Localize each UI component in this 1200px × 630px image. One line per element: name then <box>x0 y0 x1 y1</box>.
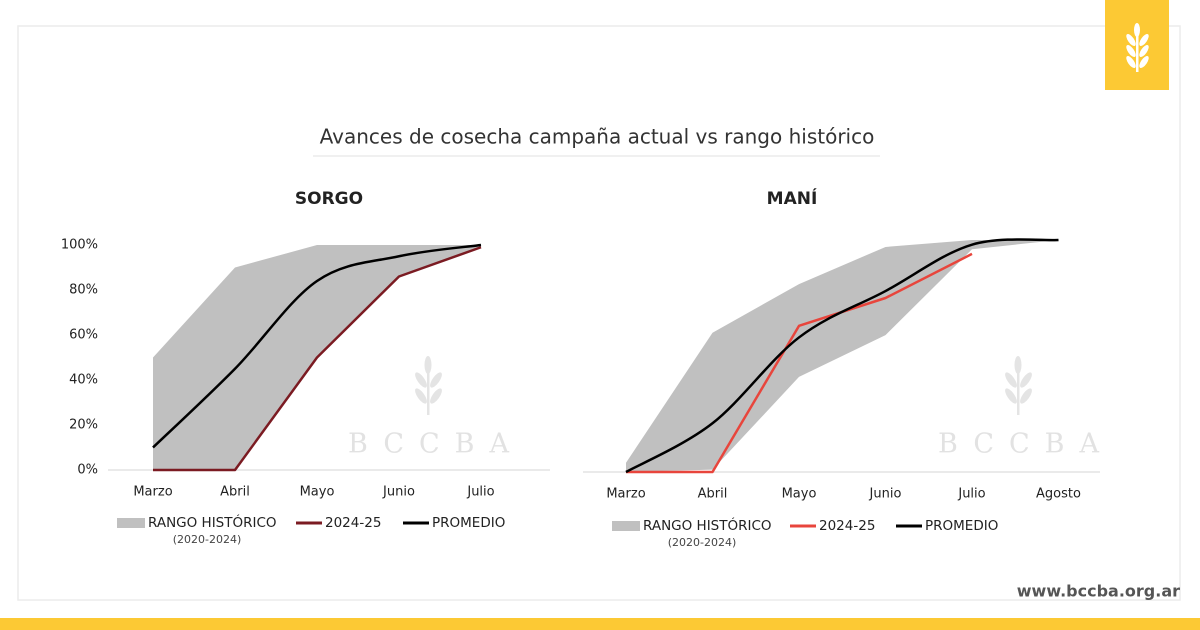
watermark-text: BCCBA <box>348 429 524 460</box>
x-tick-label: Junio <box>382 485 415 500</box>
x-tick-label: Abril <box>698 487 728 502</box>
x-tick-label: Junio <box>869 487 902 502</box>
legend-label: PROMEDIO <box>925 518 998 534</box>
watermark-text: BCCBA <box>938 429 1114 460</box>
x-tick-label: Mayo <box>782 487 817 502</box>
y-tick-label: 40% <box>69 373 98 388</box>
chart-title: MANÍ <box>767 187 818 209</box>
x-tick-label: Abril <box>220 485 250 500</box>
bottom-strip <box>0 618 1200 630</box>
legend-period: (2020-2024) <box>173 533 242 546</box>
y-tick-label: 0% <box>77 463 98 478</box>
legend-label: PROMEDIO <box>432 515 505 531</box>
legend-swatch <box>117 518 145 528</box>
x-tick-label: Julio <box>466 485 494 500</box>
website: www.bccba.org.ar <box>1017 582 1180 601</box>
x-tick-label: Marzo <box>133 485 172 500</box>
y-tick-label: 100% <box>61 238 98 253</box>
logo-wheat <box>1126 23 1149 72</box>
legend-label: RANGO HISTÓRICO <box>148 513 277 531</box>
legend-label: RANGO HISTÓRICO <box>643 516 772 534</box>
chart-title: SORGO <box>295 189 363 209</box>
legend-swatch <box>612 521 640 531</box>
series-line <box>153 246 482 472</box>
watermark-wheat <box>1005 356 1032 415</box>
x-tick-label: Agosto <box>1036 487 1081 502</box>
x-tick-label: Julio <box>957 487 985 502</box>
x-tick-label: Mayo <box>300 485 335 500</box>
card <box>17 25 1181 601</box>
x-tick-label: Marzo <box>606 487 645 502</box>
page-title: Avances de cosecha campaña actual vs ran… <box>320 125 875 149</box>
y-tick-label: 20% <box>69 418 98 433</box>
legend-label: 2024-25 <box>819 518 875 534</box>
series-line <box>625 238 1059 474</box>
y-tick-label: 60% <box>69 328 98 343</box>
legend-period: (2020-2024) <box>668 536 737 549</box>
range-area <box>626 240 1059 472</box>
series-line <box>152 243 482 449</box>
series-line <box>626 252 973 474</box>
y-tick-label: 80% <box>69 283 98 298</box>
watermark-wheat <box>415 356 442 415</box>
legend-label: 2024-25 <box>325 515 381 531</box>
